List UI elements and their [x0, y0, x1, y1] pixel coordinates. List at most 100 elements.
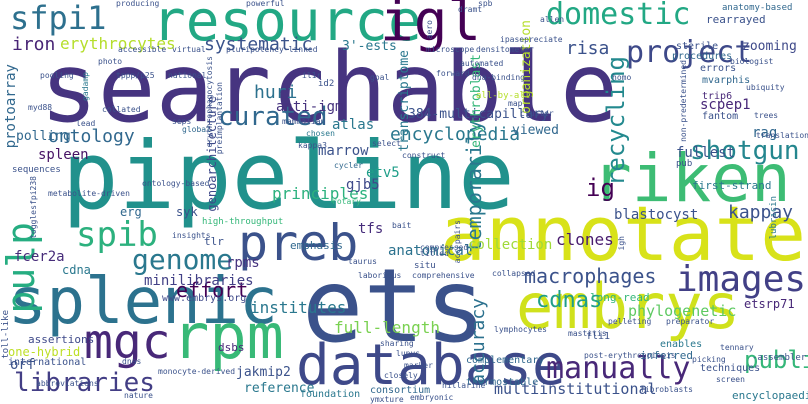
word: toll-like	[1, 310, 11, 359]
word: titled	[420, 249, 449, 258]
word: phylogenetic	[628, 302, 737, 320]
word: rotary	[332, 197, 361, 206]
word: splenic	[8, 265, 278, 339]
word: post-erythropoiesis	[584, 351, 676, 360]
word: pub	[676, 159, 693, 169]
word: erythrophagocytosis	[205, 56, 214, 148]
word: screen	[716, 375, 745, 384]
word: huri	[254, 82, 298, 103]
word: anatomy-based	[722, 3, 793, 13]
word: nature	[124, 391, 153, 400]
word: comprehensive	[412, 271, 475, 280]
word: marrow	[318, 143, 369, 159]
word: libraries	[14, 368, 155, 398]
word: collated	[102, 105, 141, 114]
word: situ	[414, 261, 436, 271]
word: mammalian	[282, 117, 326, 126]
word: iron	[12, 34, 56, 55]
word: translational	[756, 131, 808, 140]
word: accuracy	[468, 298, 489, 385]
word: ipasepreciate	[500, 35, 563, 44]
word: metabolite-driven	[48, 189, 130, 198]
word: reference	[244, 381, 315, 396]
word: anti-igm	[276, 99, 344, 115]
word: www.embrys.org	[162, 293, 247, 304]
word: preb	[238, 214, 359, 272]
word: images	[676, 259, 807, 300]
word: igh	[617, 236, 626, 251]
word: cluster	[520, 109, 554, 118]
word: curated	[218, 102, 328, 132]
word: id2	[318, 79, 335, 89]
word: emphasis	[290, 239, 343, 252]
word: cdnas	[536, 288, 603, 313]
word: pooling	[40, 71, 74, 80]
word: compressed	[420, 243, 469, 252]
word: lubricin	[769, 196, 779, 240]
word: public	[744, 346, 808, 374]
word: spib	[76, 215, 158, 255]
word: monocyte-derived	[158, 367, 236, 376]
word: national	[168, 71, 207, 80]
word: picking	[692, 355, 726, 364]
word: taurus	[348, 257, 377, 266]
word: allen	[540, 15, 565, 24]
word: tfs	[358, 221, 384, 237]
word: tlr	[204, 235, 224, 248]
word: ig	[586, 174, 615, 202]
word: ontology	[48, 126, 135, 147]
word: project	[626, 35, 753, 70]
word: lupus	[396, 349, 421, 358]
word: kappay	[728, 202, 794, 223]
word: fibroblasts	[640, 385, 693, 394]
word: global	[182, 125, 211, 134]
word: techniques	[700, 363, 761, 374]
word: kappa3	[298, 141, 327, 150]
word: embrys	[516, 270, 740, 343]
word: virtual	[172, 45, 206, 54]
word: collection	[468, 237, 553, 253]
word: database	[296, 333, 566, 398]
word: syk	[176, 205, 198, 219]
word: laborious	[358, 271, 402, 280]
word: fullest	[676, 145, 736, 161]
word: atlas	[332, 117, 375, 133]
word: sharing	[380, 339, 414, 348]
word: forward	[436, 69, 470, 78]
word: mvarphis	[702, 75, 751, 86]
word: sterile	[676, 41, 719, 52]
word: powerful	[246, 0, 285, 8]
word: seps	[172, 117, 192, 126]
word: encyclopedia	[390, 124, 521, 145]
word: enables	[660, 339, 703, 350]
word: macrophages	[524, 264, 657, 288]
word: erg	[120, 205, 142, 219]
word: etsrp71	[744, 297, 795, 311]
word: resource	[152, 0, 422, 54]
word: spleen	[38, 147, 89, 163]
word: complementary	[466, 355, 545, 366]
word: long-read	[590, 291, 650, 304]
word: etv5	[366, 165, 400, 181]
word: bait	[392, 221, 412, 230]
word: international	[8, 357, 87, 368]
word: all-by-all	[476, 91, 531, 101]
word: dramt	[458, 5, 483, 14]
word: jakmip2	[236, 365, 291, 380]
word: sfpi1	[10, 0, 107, 37]
word: goal	[370, 73, 390, 82]
word: pelleting	[608, 317, 652, 326]
word: pipeline	[62, 122, 515, 231]
word: preparator	[666, 317, 715, 326]
word: dna-binding	[472, 73, 525, 82]
word: closely	[384, 371, 418, 380]
word: marker	[404, 361, 433, 370]
word: multiinstitutional	[494, 380, 657, 398]
word: automated	[460, 59, 504, 68]
word: collapsed	[492, 269, 536, 278]
word: accessible	[118, 45, 167, 54]
word: spb	[478, 0, 493, 8]
word: assertions	[28, 333, 95, 346]
word: high-throughput	[202, 217, 284, 227]
